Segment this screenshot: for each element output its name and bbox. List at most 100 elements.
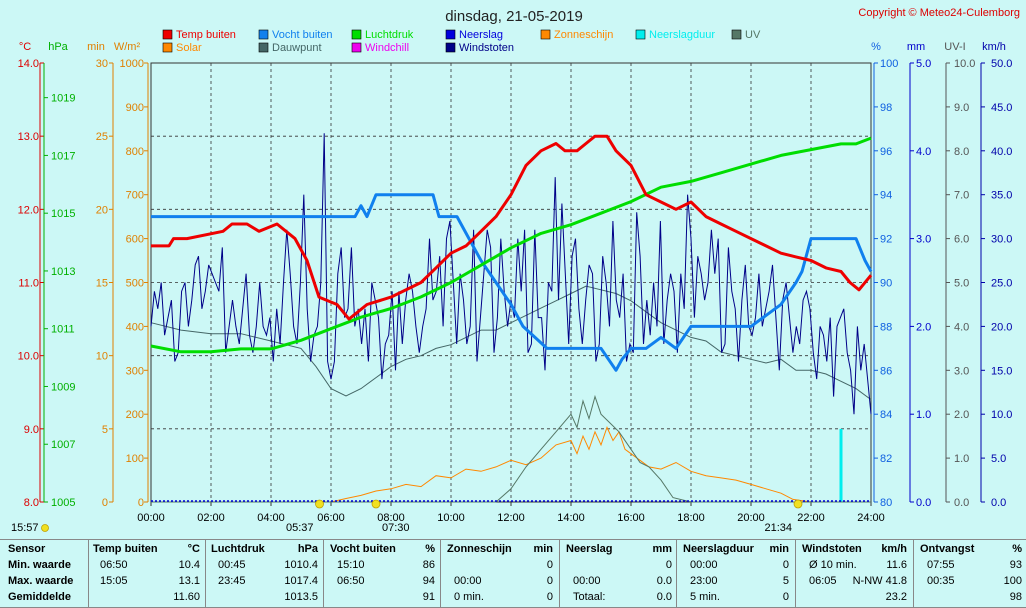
series-solar: [151, 426, 871, 503]
uv-tick-label: 2.0: [954, 409, 969, 421]
x-tick-label: 20:00: [737, 512, 765, 524]
table-divider: [88, 539, 89, 608]
stats-cell-time: 00:45: [218, 559, 246, 571]
uv-tick-label: 6.0: [954, 234, 969, 246]
wind-tick-label: 45.0: [991, 102, 1012, 114]
legend-label: UV: [745, 29, 761, 41]
stats-cell-time: Ø 10 min.: [809, 559, 857, 571]
stats-cell-value: 1017.4: [284, 575, 318, 587]
table-divider: [323, 539, 324, 608]
solar-tick-label: 100: [126, 453, 144, 465]
series-temp-buiten: [151, 134, 873, 321]
min-tick-label: 25: [96, 131, 108, 143]
sun-marker-label: 05:37: [286, 522, 314, 534]
table-divider: [559, 539, 560, 608]
x-tick-label: 02:00: [197, 512, 225, 524]
hum-tick-label: 90: [880, 278, 892, 290]
min-tick-label: 30: [96, 58, 108, 70]
stats-cell-value: 0: [546, 575, 553, 587]
min-tick-label: 0: [102, 497, 108, 509]
stats-cell-time: 00:00: [690, 559, 718, 571]
temp-tick-label: 9.0: [24, 424, 39, 436]
stats-cell-value: 10.4: [178, 559, 200, 571]
x-tick-label: 18:00: [677, 512, 705, 524]
hum-tick-label: 84: [880, 409, 892, 421]
weather-chart: dinsdag, 21-05-2019 Copyright © Meteo24-C…: [11, 7, 1020, 534]
stats-cell-value: 0: [782, 559, 789, 571]
stats-row-label: Max. waarde: [8, 575, 74, 587]
uv-tick-label: 10.0: [954, 58, 975, 70]
legend-label: Zonneschijn: [554, 29, 613, 41]
solar-tick-label: 400: [126, 321, 144, 333]
stats-cell-value: 11.6: [886, 559, 907, 571]
legend-label: Solar: [176, 42, 202, 54]
stats-cell-time: 23:00: [690, 575, 718, 587]
x-tick-label: 14:00: [557, 512, 585, 524]
uv-tick-label: 7.0: [954, 190, 969, 202]
stats-cell-time: 06:50: [100, 559, 128, 571]
stats-cell-value: 1013.5: [284, 591, 318, 603]
stats-header-unit: min: [533, 543, 553, 555]
uv-tick-label: 4.0: [954, 321, 969, 333]
hum-axis-unit: %: [871, 41, 881, 53]
stats-header-unit: %: [1012, 543, 1022, 555]
stats-header-unit: %: [425, 543, 435, 555]
x-tick-label: 16:00: [617, 512, 645, 524]
copyright-text: Copyright © Meteo24-Culemborg: [858, 7, 1020, 19]
stats-header-rainduur: Neerslagduur: [683, 543, 754, 555]
stats-cell-value: 0.0: [656, 591, 672, 603]
table-divider: [440, 539, 441, 608]
x-tick-label: 10:00: [437, 512, 465, 524]
solar-tick-label: 200: [126, 409, 144, 421]
legend-swatch: [540, 29, 551, 40]
legend-swatch: [162, 29, 173, 40]
series-uv: [151, 394, 871, 503]
x-tick-label: 08:00: [377, 512, 405, 524]
x-tick-label: 12:00: [497, 512, 525, 524]
legend-label: Temp buiten: [176, 29, 236, 41]
table-divider: [676, 539, 677, 608]
stats-cell-value: 1010.4: [284, 559, 318, 571]
legend-swatch: [351, 29, 362, 40]
press-tick-label: 1005: [51, 497, 75, 509]
press-tick-label: 1017: [51, 150, 75, 162]
chart-title: dinsdag, 21-05-2019: [445, 8, 583, 25]
rain-axis-unit: mm: [907, 41, 925, 53]
stats-cell-time: 06:50: [337, 575, 365, 587]
legend-label: Windstoten: [459, 42, 514, 54]
press-tick-label: 1009: [51, 381, 75, 393]
stats-cell-value: 91: [422, 591, 435, 603]
x-tick-label: 22:00: [797, 512, 825, 524]
wind-tick-label: 15.0: [991, 365, 1012, 377]
solar-tick-label: 0: [138, 497, 144, 509]
stats-header-unit: min: [769, 543, 789, 555]
solar-tick-label: 1000: [120, 58, 144, 70]
rain-tick-label: 0.0: [916, 497, 931, 509]
legend-swatch: [635, 29, 646, 40]
stats-cell-time: Totaal:: [573, 591, 606, 603]
stats-header-press: Luchtdruk: [211, 543, 265, 555]
x-tick-label: 00:00: [137, 512, 165, 524]
stats-cell-value: 13.1: [178, 575, 200, 587]
stats-cell-value: 5: [782, 575, 789, 587]
hum-tick-label: 86: [880, 365, 892, 377]
wind-tick-label: 25.0: [991, 278, 1012, 290]
press-tick-label: 1013: [51, 266, 75, 278]
stats-cell-value: 0: [546, 591, 553, 603]
temp-tick-label: 14.0: [18, 58, 39, 70]
table-divider: [795, 539, 796, 608]
hum-tick-label: 94: [880, 190, 892, 202]
solar-tick-label: 600: [126, 234, 144, 246]
stats-cell-value: 23.2: [885, 591, 907, 603]
hum-tick-label: 98: [880, 102, 892, 114]
wind-tick-label: 20.0: [991, 321, 1012, 333]
stats-cell-value: 0.0: [656, 575, 672, 587]
sun-icon: [41, 524, 49, 532]
stats-header-hum: Vocht buiten: [330, 543, 396, 555]
legend-swatch: [162, 42, 173, 53]
rain-tick-label: 4.0: [916, 146, 931, 158]
legend-swatch: [258, 29, 269, 40]
temp-tick-label: 13.0: [18, 131, 39, 143]
wind-tick-label: 10.0: [991, 409, 1012, 421]
stats-row-label: Min. waarde: [8, 559, 71, 571]
